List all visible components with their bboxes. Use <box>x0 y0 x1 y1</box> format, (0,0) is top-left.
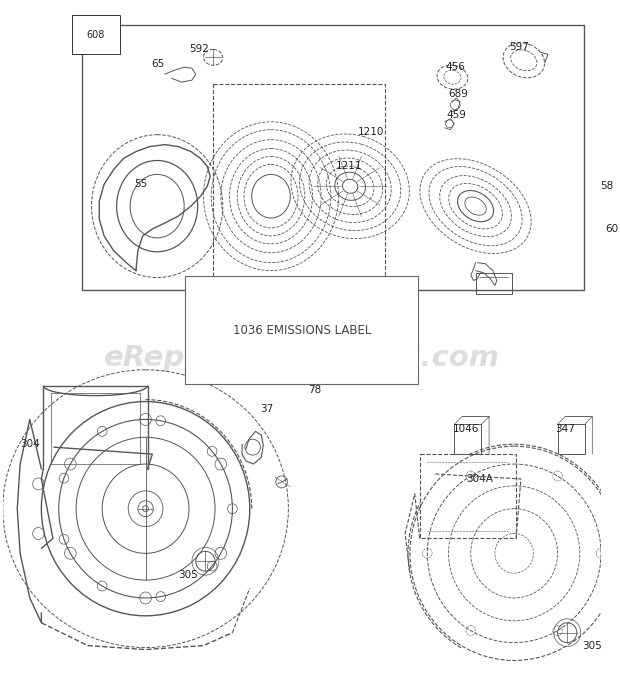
Text: 1046: 1046 <box>453 424 479 435</box>
Bar <box>82 24 583 290</box>
Text: 60: 60 <box>605 224 618 234</box>
Text: 1036 EMISSIONS LABEL: 1036 EMISSIONS LABEL <box>232 324 371 337</box>
Text: 347: 347 <box>556 424 575 435</box>
Text: 37: 37 <box>260 405 273 414</box>
Text: 65: 65 <box>151 60 165 69</box>
Bar <box>476 272 512 295</box>
Text: 1211: 1211 <box>335 161 362 171</box>
Text: 304: 304 <box>20 439 40 449</box>
Text: 304A: 304A <box>466 474 493 484</box>
Text: 1210: 1210 <box>358 127 384 137</box>
Bar <box>420 454 516 538</box>
Text: 592: 592 <box>189 44 209 55</box>
Text: 305: 305 <box>582 640 601 651</box>
Text: 608: 608 <box>87 30 105 40</box>
Text: eReplacementParts.com: eReplacementParts.com <box>104 344 500 372</box>
Bar <box>454 424 481 454</box>
Text: 305: 305 <box>179 570 198 580</box>
Bar <box>557 424 585 454</box>
Text: 459: 459 <box>446 110 466 120</box>
Text: 689: 689 <box>448 89 469 99</box>
Text: 55: 55 <box>134 179 148 189</box>
Text: 456: 456 <box>446 62 466 72</box>
Text: 78: 78 <box>308 385 321 394</box>
Text: 58: 58 <box>600 182 613 191</box>
Text: 597: 597 <box>510 42 529 53</box>
Bar <box>213 84 385 279</box>
